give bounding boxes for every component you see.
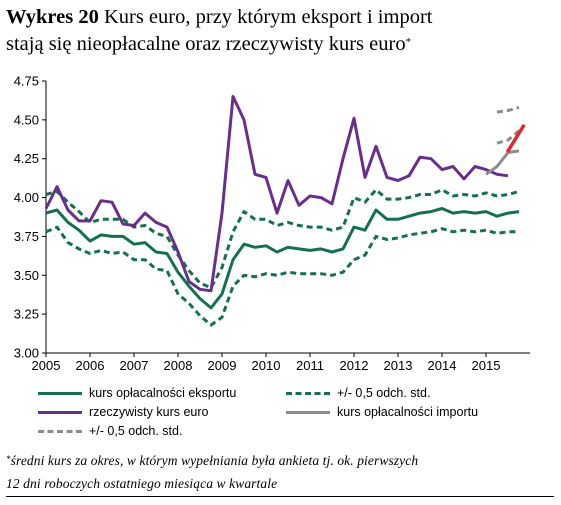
x-tick-label: 2014 bbox=[428, 358, 457, 373]
x-tick-label: 2006 bbox=[76, 358, 105, 373]
legend-label-import-std: +/- 0,5 odch. std. bbox=[89, 424, 183, 438]
line-chart: 3.00 3.25 3.50 3.75 4.00 4.25 4.50 4.75 2005 2006… bbox=[14, 74, 530, 373]
legend-swatch-export-std bbox=[286, 392, 330, 395]
y-tick-label: 4.00 bbox=[14, 190, 39, 205]
y-tick-label: 4.25 bbox=[14, 151, 39, 166]
y-tick-label: 4.50 bbox=[14, 112, 39, 127]
x-tick-label: 2008 bbox=[164, 358, 193, 373]
x-tick-label: 2013 bbox=[384, 358, 413, 373]
series-line-import-upper bbox=[496, 105, 520, 114]
series-line-export bbox=[45, 207, 520, 310]
x-tick-label: 2011 bbox=[296, 358, 324, 373]
highlight-segment bbox=[506, 124, 526, 153]
series-line-export-upper bbox=[45, 188, 520, 290]
x-tick-label: 2015 bbox=[472, 358, 501, 373]
legend-label-export: kurs opłacalności eksportu bbox=[89, 386, 237, 400]
legend-label-export-std: +/- 0,5 odch. std. bbox=[337, 386, 431, 400]
footnote-line1: średni kurs za okres, w którym wypełnian… bbox=[10, 453, 419, 468]
series-line-import-mid bbox=[496, 129, 520, 145]
footnote-line2: 12 dni roboczych ostatniego miesiąca w k… bbox=[6, 476, 278, 491]
title-text-line1: Kurs euro, przy którym eksport i import bbox=[103, 6, 433, 28]
x-tick-label: 2012 bbox=[340, 358, 369, 373]
title-footnote-marker: * bbox=[405, 36, 412, 48]
y-tick-label: 3.00 bbox=[14, 346, 39, 361]
title-text-line2: stają się nieopłacalne oraz rzeczywisty … bbox=[6, 33, 406, 55]
x-tick-label: 2007 bbox=[120, 358, 149, 373]
x-tick-label: 2005 bbox=[32, 358, 61, 373]
title-number: Wykres 20 bbox=[6, 6, 99, 28]
footnote: *średni kurs za okres, w którym wypełnia… bbox=[6, 449, 554, 495]
series-line-actual bbox=[44, 95, 509, 293]
legend-swatch-import-std bbox=[38, 430, 82, 433]
footnote-marker: * bbox=[6, 454, 11, 464]
y-tick-label: 3.75 bbox=[14, 229, 39, 244]
legend-label-actual: rzeczywisty kurs euro bbox=[89, 405, 209, 419]
legend-swatch-export bbox=[38, 392, 82, 395]
y-tick-label: 4.75 bbox=[14, 74, 39, 89]
legend-swatch-actual bbox=[38, 411, 82, 414]
x-tick-label: 2010 bbox=[252, 358, 281, 373]
legend-label-import: kurs opłacalności importu bbox=[337, 405, 479, 419]
series-line-import bbox=[485, 149, 520, 176]
series-line-export-lower bbox=[45, 225, 519, 327]
x-tick-label: 2009 bbox=[208, 358, 237, 373]
chart-title: Wykres 20 Kurs euro, przy którym eksport… bbox=[6, 4, 554, 58]
y-tick-label: 3.50 bbox=[14, 268, 39, 283]
footnote-rule bbox=[6, 496, 554, 497]
y-tick-label: 3.25 bbox=[14, 307, 39, 322]
legend-swatch-import bbox=[286, 411, 330, 414]
